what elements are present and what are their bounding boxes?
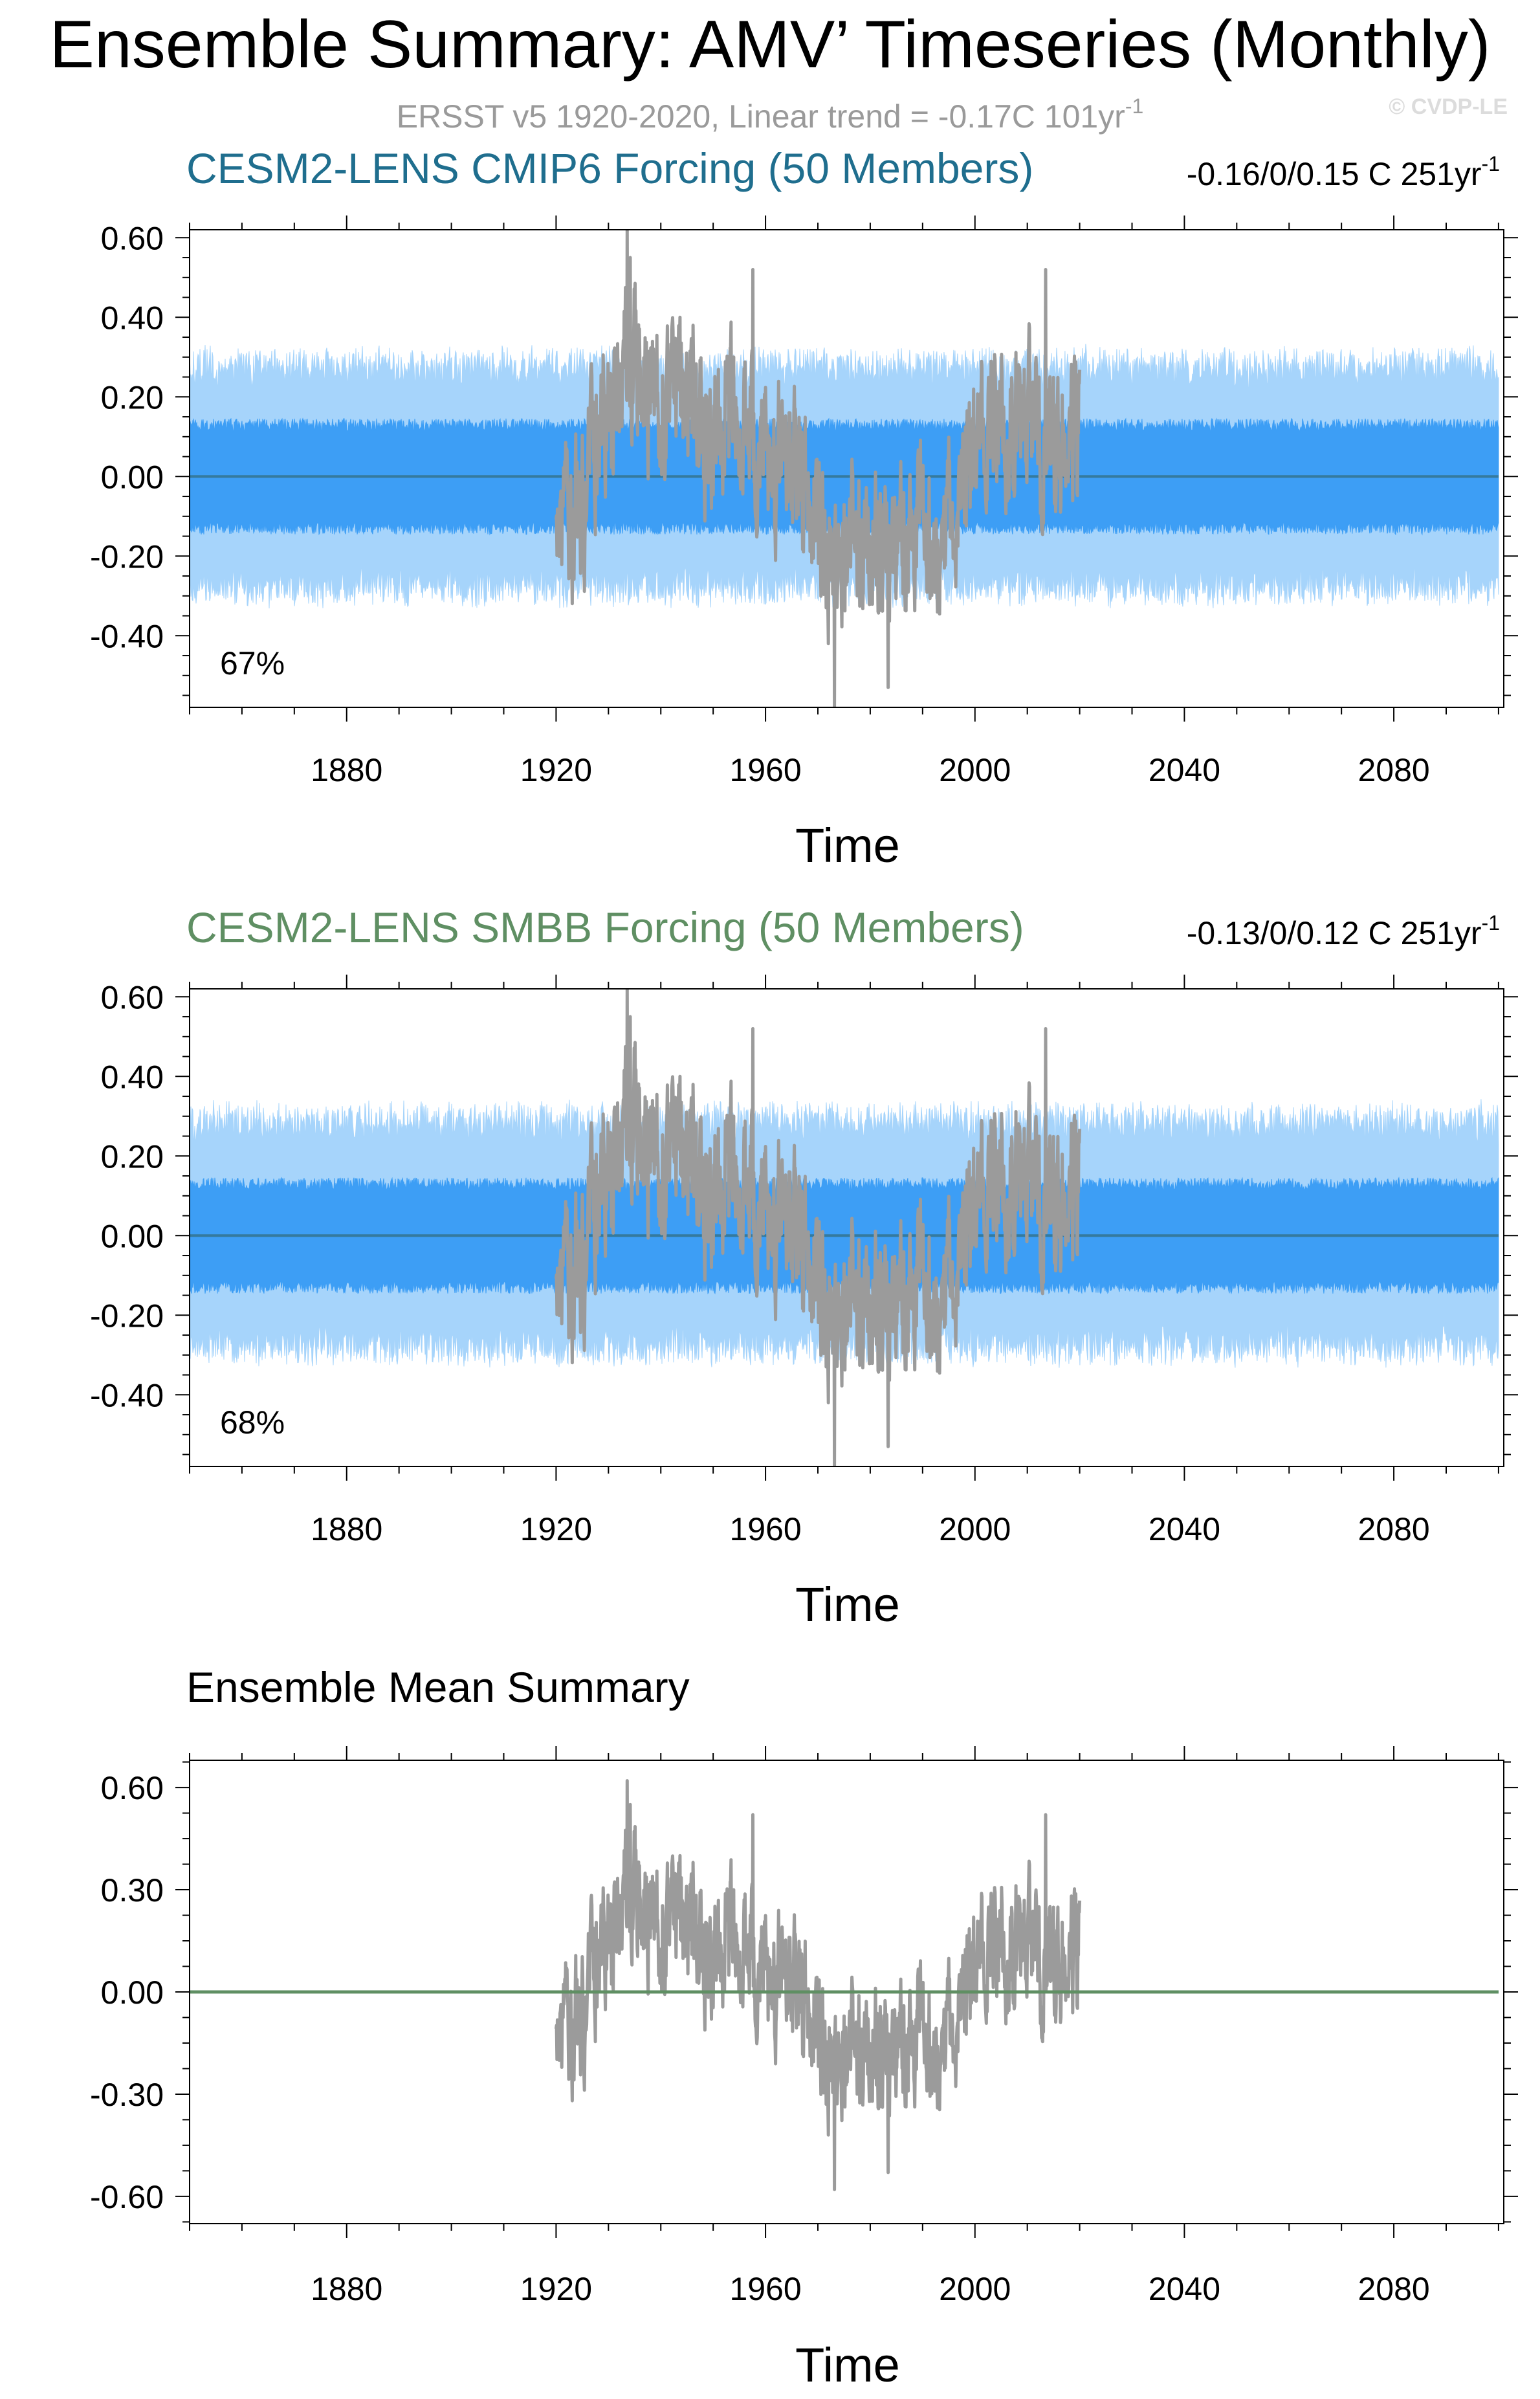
panel-smbb-title: CESM2-LENS SMBB Forcing (50 Members) xyxy=(186,903,1024,951)
panel-mean-title: Ensemble Mean Summary xyxy=(186,1663,690,1711)
panel-smbb-trend-sup: -1 xyxy=(1482,911,1500,934)
panel-cmip6-percent: 67% xyxy=(220,645,285,681)
plot-area-cmip6 xyxy=(190,230,1499,707)
y-tick-label-smbb: -0.20 xyxy=(90,1298,164,1334)
x-tick-label-cmip6-2080: 2080 xyxy=(1358,752,1429,788)
y-tick-label-smbb: 0.00 xyxy=(101,1218,164,1254)
y-tick-label-mean: 0.60 xyxy=(101,1770,164,1806)
panel-cmip6: CESM2-LENS CMIP6 Forcing (50 Members) -0… xyxy=(90,144,1518,872)
plot-area-smbb xyxy=(190,989,1499,1466)
x-tick-label-mean-1920: 1920 xyxy=(520,2271,592,2307)
figure-subtitle: ERSST v5 1920-2020, Linear trend = -0.17… xyxy=(397,94,1144,135)
x-tick-label-mean-2080: 2080 xyxy=(1358,2271,1429,2307)
y-tick-label-smbb: 0.40 xyxy=(101,1059,164,1095)
plot-area-mean xyxy=(554,1779,1082,2191)
figure-subtitle-text: ERSST v5 1920-2020, Linear trend = -0.17… xyxy=(397,98,1125,135)
x-tick-label-smbb-1920: 1920 xyxy=(520,1511,592,1547)
x-tick-label-cmip6-1880: 1880 xyxy=(311,752,382,788)
figure-title: Ensemble Summary: AMV’ Timeseries (Month… xyxy=(50,7,1491,82)
x-tick-label-cmip6-1920: 1920 xyxy=(520,752,592,788)
panel-mean-xlabel: Time xyxy=(795,2338,900,2392)
panel-cmip6-xlabel: Time xyxy=(795,819,900,872)
y-tick-label-mean: 0.00 xyxy=(101,1974,164,2011)
x-tick-label-smbb-1960: 1960 xyxy=(729,1511,801,1547)
x-tick-label-mean-2000: 2000 xyxy=(939,2271,1011,2307)
x-tick-label-smbb-1880: 1880 xyxy=(311,1511,382,1547)
y-tick-label-smbb: 0.20 xyxy=(101,1138,164,1175)
y-tick-label-mean: -0.60 xyxy=(90,2179,164,2215)
y-tick-label-mean: -0.30 xyxy=(90,2077,164,2113)
panel-smbb-percent: 68% xyxy=(220,1404,285,1441)
y-tick-label-cmip6: 0.20 xyxy=(101,379,164,415)
figure-subtitle-sup: -1 xyxy=(1125,94,1143,118)
observed-series-mean xyxy=(554,1779,1082,2191)
panel-cmip6-title: CESM2-LENS CMIP6 Forcing (50 Members) xyxy=(186,144,1033,192)
y-tick-label-cmip6: 0.60 xyxy=(101,220,164,256)
panel-smbb-trend: -0.13/0/0.12 C 251yr-1 xyxy=(1187,911,1500,951)
y-tick-label-smbb: -0.40 xyxy=(90,1377,164,1413)
y-tick-label-cmip6: -0.40 xyxy=(90,618,164,654)
panel-cmip6-trend-sup: -1 xyxy=(1482,152,1500,175)
panel-smbb-trend-text: -0.13/0/0.12 C 251yr xyxy=(1187,915,1482,951)
plot-frame-smbb xyxy=(189,988,1504,1467)
panel-cmip6-trend: -0.16/0/0.15 C 251yr-1 xyxy=(1187,152,1500,192)
x-tick-label-smbb-2080: 2080 xyxy=(1358,1511,1429,1547)
x-tick-label-mean-1880: 1880 xyxy=(311,2271,382,2307)
panel-smbb-xlabel: Time xyxy=(795,1578,900,1631)
panel-cmip6-trend-text: -0.16/0/0.15 C 251yr xyxy=(1187,156,1482,192)
y-tick-label-cmip6: 0.40 xyxy=(101,300,164,336)
y-tick-label-smbb: 0.60 xyxy=(101,979,164,1015)
x-tick-label-smbb-2040: 2040 xyxy=(1149,1511,1220,1547)
x-tick-label-cmip6-2000: 2000 xyxy=(939,752,1011,788)
observed-series-smbb xyxy=(554,989,1082,1466)
y-tick-label-cmip6: 0.00 xyxy=(101,459,164,495)
x-tick-label-mean-1960: 1960 xyxy=(729,2271,801,2307)
plot-frame-cmip6 xyxy=(189,229,1504,708)
observed-series-cmip6 xyxy=(554,230,1082,707)
panel-smbb: CESM2-LENS SMBB Forcing (50 Members) -0.… xyxy=(90,903,1518,1631)
x-tick-label-mean-2040: 2040 xyxy=(1149,2271,1220,2307)
x-tick-label-cmip6-1960: 1960 xyxy=(729,752,801,788)
x-tick-label-cmip6-2040: 2040 xyxy=(1149,752,1220,788)
y-tick-label-mean: 0.30 xyxy=(101,1872,164,1908)
watermark: © CVDP-LE xyxy=(1389,94,1508,119)
x-tick-label-smbb-2000: 2000 xyxy=(939,1511,1011,1547)
panel-ensemble-mean: Ensemble Mean Summary Time 1880 1920 1960 2… xyxy=(90,1663,1518,2392)
y-tick-label-cmip6: -0.20 xyxy=(90,538,164,575)
